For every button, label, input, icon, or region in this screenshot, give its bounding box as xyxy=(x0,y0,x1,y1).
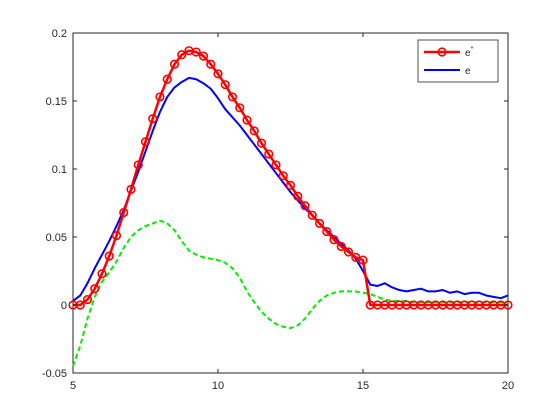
data-point-marker xyxy=(206,59,216,69)
data-point-marker xyxy=(148,114,158,124)
data-point-marker xyxy=(264,149,274,159)
axes-box xyxy=(72,32,509,374)
y-tick-label: 0.1 xyxy=(52,164,67,176)
data-point-marker xyxy=(140,137,151,147)
data-point-marker xyxy=(111,231,122,241)
data-point-marker xyxy=(329,235,339,245)
data-point-marker xyxy=(162,74,172,84)
data-point-marker xyxy=(343,247,354,257)
legend: e*e xyxy=(417,39,499,83)
data-point-marker xyxy=(285,180,296,190)
legend-label-2: e xyxy=(465,66,471,77)
data-point-marker xyxy=(220,80,230,90)
data-point-marker xyxy=(82,294,93,305)
data-point-marker xyxy=(314,218,325,228)
data-point-marker xyxy=(256,138,267,148)
y-tick-label: -0.05 xyxy=(42,368,67,380)
x-tick-label: 15 xyxy=(357,380,369,392)
tick-labels: 5 10 15 20 -0.05 0 0.05 0.1 0.15 0.2 xyxy=(42,28,514,392)
data-point-marker xyxy=(249,126,259,136)
series-line-3 xyxy=(72,219,508,367)
y-tick-label: 0 xyxy=(61,300,67,312)
legend-label-text: e xyxy=(465,66,471,77)
legend-label-1: e* xyxy=(465,46,474,59)
series-line-2 xyxy=(72,76,509,302)
data-point-marker xyxy=(119,207,129,218)
y-tick-label: 0.15 xyxy=(46,96,67,108)
series-layer xyxy=(68,46,513,367)
data-point-marker xyxy=(104,251,114,261)
legend-superscript: * xyxy=(471,46,474,53)
series-line-1 xyxy=(73,49,508,307)
data-point-marker xyxy=(133,160,143,170)
data-point-marker xyxy=(97,269,107,279)
data-point-marker xyxy=(213,69,223,79)
data-point-marker xyxy=(198,51,209,61)
y-tick-label: 0.05 xyxy=(46,232,67,244)
legend-box xyxy=(417,39,499,83)
x-tick-label: 5 xyxy=(70,380,76,392)
data-point-marker xyxy=(191,47,201,57)
data-point-marker xyxy=(300,201,310,211)
plot-area xyxy=(73,33,508,373)
data-point-marker xyxy=(177,50,187,60)
y-tick-label: 0.2 xyxy=(52,28,67,40)
data-point-marker xyxy=(358,255,368,265)
plot-frame xyxy=(72,32,509,374)
data-point-marker xyxy=(242,115,252,125)
data-point-marker xyxy=(322,226,332,237)
data-point-marker xyxy=(126,184,136,194)
x-tick-label: 20 xyxy=(502,380,514,392)
data-point-marker xyxy=(90,284,100,294)
legend-marker xyxy=(437,47,447,57)
data-point-marker xyxy=(227,92,238,102)
data-point-marker xyxy=(278,171,288,181)
data-point-marker xyxy=(293,191,303,201)
data-point-marker xyxy=(307,210,317,220)
legend-label-text: e xyxy=(465,48,471,59)
data-point-marker xyxy=(336,241,346,252)
x-tick-label: 10 xyxy=(212,380,224,392)
data-point-marker xyxy=(235,103,245,113)
data-point-marker xyxy=(271,160,281,170)
data-point-marker xyxy=(169,59,180,69)
data-point-marker xyxy=(155,92,165,102)
